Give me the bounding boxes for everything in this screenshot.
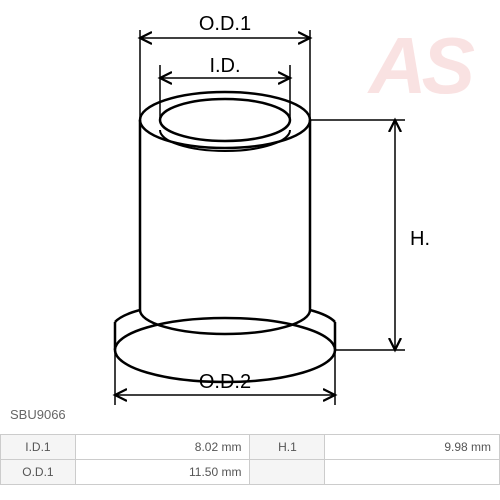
label-h: H. (410, 228, 430, 250)
label-od1: O.D.1 (199, 13, 251, 35)
spec-value: 9.98 mm (325, 435, 500, 460)
spec-label: I.D.1 (1, 435, 76, 460)
label-id: I.D. (209, 55, 240, 77)
table-row: O.D.1 11.50 mm (1, 460, 500, 485)
bushing-outline (115, 92, 335, 382)
spec-label: H.1 (250, 435, 325, 460)
technical-diagram: O.D.1 I.D. H. O.D.2 (0, 0, 500, 425)
spec-label: O.D.1 (1, 460, 76, 485)
part-number: SBU9066 (10, 407, 66, 422)
table-row: I.D.1 8.02 mm H.1 9.98 mm (1, 435, 500, 460)
spec-label (250, 460, 325, 485)
spec-table: I.D.1 8.02 mm H.1 9.98 mm O.D.1 11.50 mm (0, 434, 500, 485)
spec-value (325, 460, 500, 485)
spec-value: 11.50 mm (75, 460, 250, 485)
spec-value: 8.02 mm (75, 435, 250, 460)
label-od2: O.D.2 (199, 371, 251, 393)
